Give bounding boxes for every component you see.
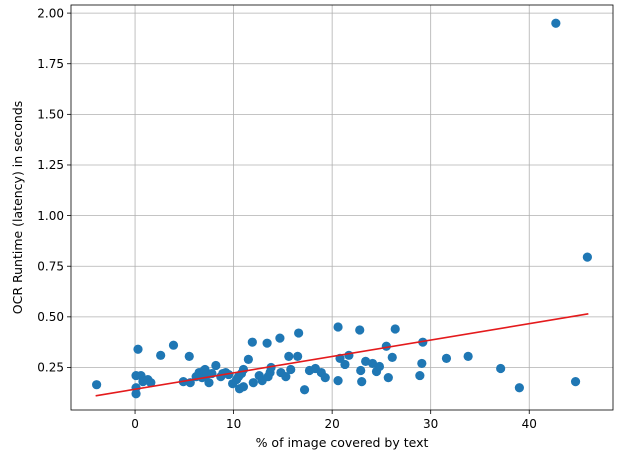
- data-point: [299, 385, 310, 395]
- data-point: [275, 333, 285, 343]
- data-point: [211, 360, 221, 371]
- data-point: [281, 371, 291, 382]
- x-tick-label: 30: [423, 417, 438, 431]
- data-point: [356, 365, 366, 376]
- x-tick-label: 0: [131, 417, 139, 431]
- data-point: [262, 338, 272, 348]
- data-point: [238, 382, 249, 392]
- data-point: [131, 389, 141, 399]
- data-point: [551, 18, 561, 28]
- data-point: [247, 337, 257, 347]
- y-tick-label: 1.25: [37, 158, 64, 172]
- y-tick-label: 0.75: [37, 259, 64, 273]
- data-point: [344, 350, 354, 360]
- data-point: [333, 376, 343, 386]
- y-tick-label: 0.50: [37, 310, 64, 324]
- data-point: [146, 378, 156, 388]
- data-point: [415, 370, 425, 381]
- data-point: [224, 369, 234, 380]
- data-point: [243, 354, 253, 364]
- data-point: [184, 351, 194, 361]
- data-point: [361, 356, 371, 366]
- data-point: [168, 340, 179, 350]
- y-tick-label: 2.00: [37, 6, 64, 20]
- y-tick-label: 0.25: [37, 361, 64, 375]
- y-axis-label: OCR Runtime (latency) in seconds: [10, 101, 25, 315]
- y-tick-label: 1.00: [37, 209, 64, 223]
- y-tick-label: 1.75: [37, 57, 64, 71]
- data-point: [463, 351, 473, 361]
- data-point: [367, 358, 378, 369]
- data-point: [294, 328, 304, 338]
- data-point: [582, 252, 592, 262]
- data-point: [238, 364, 249, 375]
- trend-line-group: [95, 313, 589, 397]
- data-point: [357, 377, 367, 387]
- x-axis-label: % of image covered by text: [256, 435, 429, 450]
- x-tick-label: 20: [325, 417, 340, 431]
- data-points: [92, 18, 592, 399]
- data-point: [355, 325, 365, 335]
- data-point: [92, 380, 102, 390]
- x-axis-ticks: 0 10 20 30 40: [131, 410, 537, 431]
- data-point: [266, 362, 276, 373]
- y-axis-ticks: 0.25 0.50 0.75 1.00 1.25 1.50 1.75 2.00: [37, 6, 71, 375]
- data-point: [248, 378, 258, 388]
- data-point: [284, 351, 294, 361]
- data-point: [340, 359, 350, 370]
- data-point: [387, 352, 397, 362]
- data-point: [514, 383, 524, 393]
- data-point: [133, 344, 143, 354]
- data-point: [333, 322, 343, 332]
- data-point: [417, 358, 427, 369]
- data-point: [383, 373, 393, 383]
- x-tick-label: 40: [522, 417, 537, 431]
- data-point: [496, 363, 506, 374]
- data-point: [204, 378, 214, 388]
- grid-lines: [71, 5, 613, 410]
- data-point: [286, 364, 296, 375]
- trend-line: [95, 313, 589, 397]
- data-point: [570, 377, 581, 387]
- data-point: [320, 373, 330, 383]
- data-point: [390, 324, 400, 334]
- data-point: [156, 350, 166, 360]
- data-point: [441, 353, 452, 363]
- plot-frame: [70, 4, 614, 411]
- data-point: [374, 361, 385, 372]
- y-tick-label: 1.50: [37, 108, 64, 122]
- data-point: [293, 351, 303, 361]
- x-tick-label: 10: [226, 417, 241, 431]
